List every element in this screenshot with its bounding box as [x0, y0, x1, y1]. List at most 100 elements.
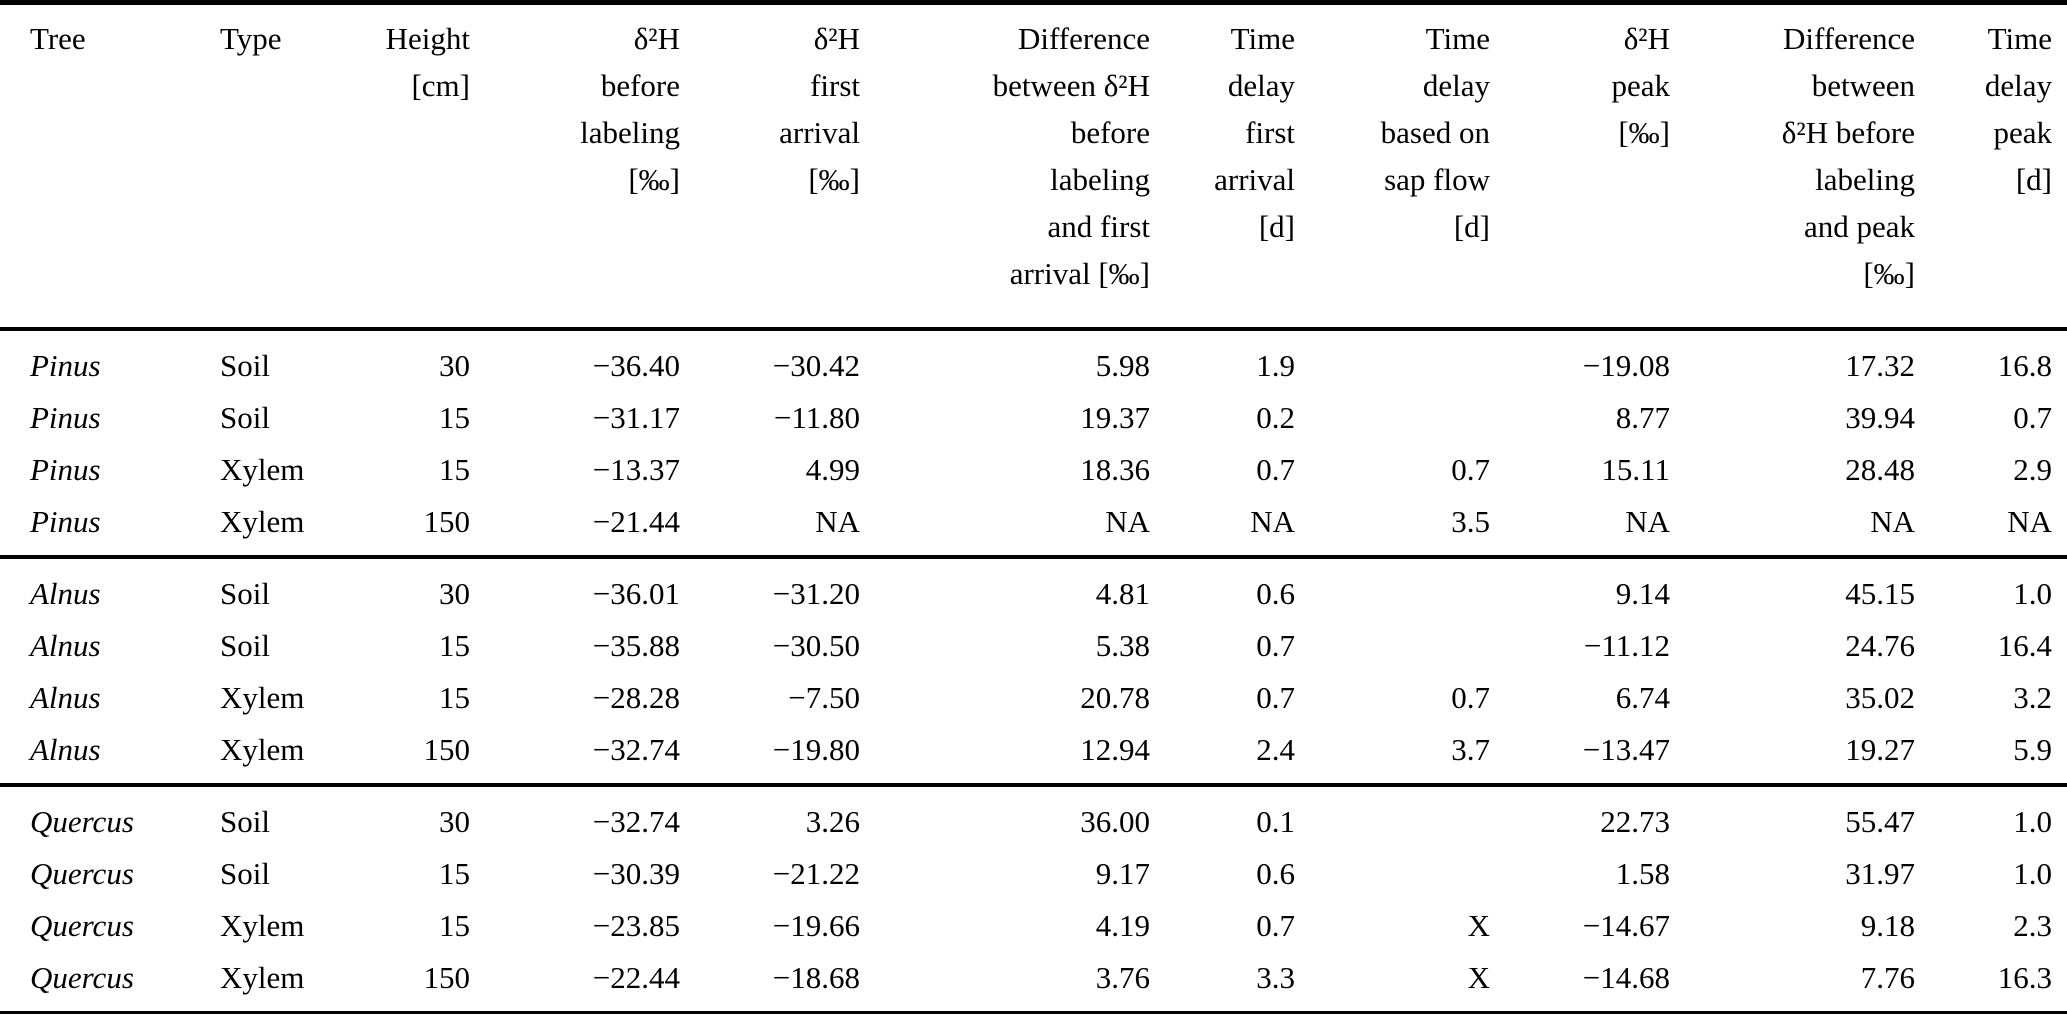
- table-cell: 24.76: [1845, 628, 1915, 663]
- table-cell: 0.7: [1256, 452, 1295, 487]
- species-cell: Alnus: [30, 680, 101, 715]
- table-cell: −14.68: [1582, 960, 1670, 995]
- table-cell: 3.7: [1451, 732, 1490, 767]
- table-cell: −11.12: [1583, 628, 1670, 663]
- table-cell: 3.5: [1451, 504, 1490, 539]
- table-cell: Soil: [220, 628, 270, 663]
- table-cell: 6.74: [1615, 680, 1670, 715]
- table-cell: 15: [439, 856, 470, 891]
- table-cell: −30.50: [772, 628, 860, 663]
- table-cell: NA: [1625, 504, 1670, 539]
- table-cell: 30: [439, 804, 470, 839]
- table-cell: NA: [1870, 504, 1915, 539]
- table-cell: [1310, 785, 1505, 848]
- table-cell: 0.7: [1451, 680, 1490, 715]
- header-row: Tree Type Height [cm] δ²H before labeling […: [0, 3, 2067, 330]
- header-cell: δ²H first arrival [‰]: [779, 21, 860, 197]
- table-cell: 0.7: [1256, 680, 1295, 715]
- table-cell: Xylem: [220, 452, 305, 487]
- table-cell: −21.44: [592, 504, 680, 539]
- table-cell: Xylem: [220, 908, 305, 943]
- table-cell: 4.81: [1095, 576, 1150, 611]
- table-cell: −22.44: [592, 960, 680, 995]
- table-cell: −31.17: [592, 400, 680, 435]
- table-cell: 30: [439, 348, 470, 383]
- table-row: Quercus Soil 15 −30.39 −21.22 9.17 0.6 1.58 31.9…: [0, 848, 2067, 900]
- table-cell: −13.37: [592, 452, 680, 487]
- table-cell: 0.6: [1256, 576, 1295, 611]
- table-cell: 1.0: [2013, 856, 2052, 891]
- table-cell: 3.76: [1095, 960, 1150, 995]
- table-cell: NA: [1250, 504, 1295, 539]
- table-cell: 45.15: [1845, 576, 1915, 611]
- table-cell: −35.88: [592, 628, 680, 663]
- species-group-pinus: Pinus Soil 30 −36.40 −30.42 5.98 1.9 −19.08 17.3…: [0, 329, 2067, 557]
- table-cell: 1.9: [1256, 348, 1295, 383]
- table-row: Pinus Xylem 15 −13.37 4.99 18.36 0.7 0.7 15.11 28…: [0, 444, 2067, 496]
- table-row: Pinus Soil 15 −31.17 −11.80 19.37 0.2 8.77 39.94…: [0, 392, 2067, 444]
- species-cell: Alnus: [30, 576, 101, 611]
- table-cell: Soil: [220, 400, 270, 435]
- table-cell: −18.68: [772, 960, 860, 995]
- table-cell: 8.77: [1615, 400, 1670, 435]
- table-cell: −30.39: [592, 856, 680, 891]
- table-cell: 1.58: [1615, 856, 1670, 891]
- table-cell: −32.74: [592, 804, 680, 839]
- table-cell: 35.02: [1845, 680, 1915, 715]
- table-cell: [1310, 620, 1505, 672]
- header-cell: Difference between δ²H before labeling a…: [992, 21, 1150, 291]
- table-cell: X: [1467, 960, 1490, 995]
- table-cell: 9.17: [1095, 856, 1150, 891]
- table-cell: 31.97: [1845, 856, 1915, 891]
- table-cell: 3.26: [805, 804, 860, 839]
- table-cell: 3.3: [1256, 960, 1295, 995]
- table-cell: Xylem: [220, 732, 305, 767]
- table-cell: 0.6: [1256, 856, 1295, 891]
- table-cell: 12.94: [1080, 732, 1150, 767]
- table-cell: −11.80: [773, 400, 860, 435]
- table-cell: 150: [423, 504, 471, 539]
- table-cell: Soil: [220, 804, 270, 839]
- table-cell: 150: [423, 960, 471, 995]
- table-cell: −32.74: [592, 732, 680, 767]
- species-group-quercus: Quercus Soil 30 −32.74 3.26 36.00 0.1 22.73 55.4…: [0, 785, 2067, 1013]
- species-cell: Quercus: [30, 960, 134, 995]
- table-cell: 16.8: [1997, 348, 2052, 383]
- header-cell: Type: [220, 21, 282, 56]
- table-cell: [1310, 392, 1505, 444]
- table-cell: 28.48: [1845, 452, 1915, 487]
- table-cell: Xylem: [220, 680, 305, 715]
- table-cell: 3.2: [2013, 680, 2052, 715]
- table-cell: 5.9: [2013, 732, 2052, 767]
- table-cell: 2.3: [2013, 908, 2052, 943]
- table-cell: NA: [1105, 504, 1150, 539]
- table-row: Quercus Xylem 150 −22.44 −18.68 3.76 3.3 X −14.6…: [0, 952, 2067, 1013]
- table-cell: 0.7: [1256, 908, 1295, 943]
- table-cell: −13.47: [1582, 732, 1670, 767]
- table-cell: 15: [439, 400, 470, 435]
- header-cell: Time delay first arrival [d]: [1214, 21, 1295, 244]
- table-row: Alnus Xylem 15 −28.28 −7.50 20.78 0.7 0.7 6.74 35…: [0, 672, 2067, 724]
- header-cell: Time delay peak [d]: [1984, 21, 2052, 197]
- header-cell: δ²H peak [‰]: [1611, 21, 1670, 150]
- table-cell: 16.4: [1997, 628, 2052, 663]
- table-row: Alnus Soil 30 −36.01 −31.20 4.81 0.6 9.14 45.15 1…: [0, 557, 2067, 620]
- species-cell: Alnus: [30, 732, 101, 767]
- header-cell: δ²H before labeling [‰]: [580, 21, 680, 197]
- table-cell: 39.94: [1845, 400, 1915, 435]
- table-cell: [1310, 557, 1505, 620]
- table-cell: 30: [439, 576, 470, 611]
- species-cell: Quercus: [30, 804, 134, 839]
- table-row: Pinus Xylem 150 −21.44 NA NA NA 3.5 NA NA NA: [0, 496, 2067, 557]
- species-group-alnus: Alnus Soil 30 −36.01 −31.20 4.81 0.6 9.14 45.15 1…: [0, 557, 2067, 785]
- table-row: Alnus Xylem 150 −32.74 −19.80 12.94 2.4 3.7 −13.…: [0, 724, 2067, 785]
- table-cell: 22.73: [1600, 804, 1670, 839]
- table-cell: 9.18: [1860, 908, 1915, 943]
- table-cell: NA: [2007, 504, 2052, 539]
- table-cell: 4.99: [805, 452, 860, 487]
- species-cell: Alnus: [30, 628, 101, 663]
- table-cell: 15: [439, 452, 470, 487]
- table-row: Alnus Soil 15 −35.88 −30.50 5.38 0.7 −11.12 24.7…: [0, 620, 2067, 672]
- table-header: Tree Type Height [cm] δ²H before labeling […: [0, 3, 2067, 330]
- table-cell: Soil: [220, 348, 270, 383]
